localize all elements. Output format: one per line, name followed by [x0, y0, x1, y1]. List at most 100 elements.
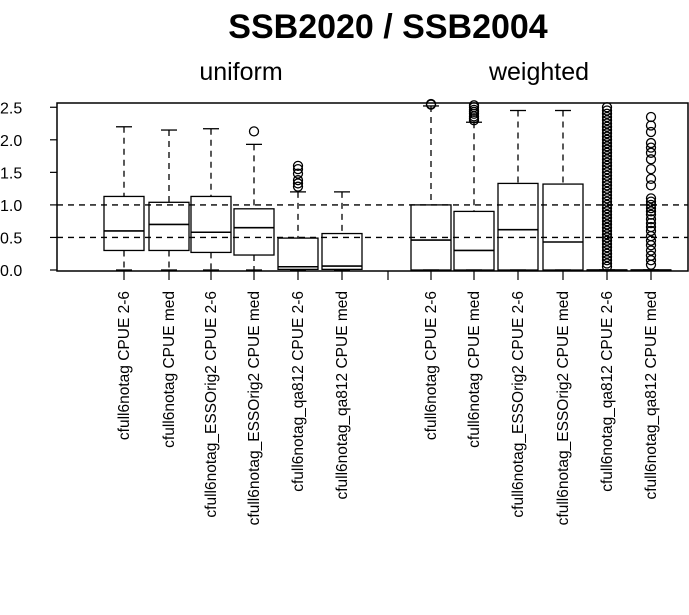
y-tick-label: 0.0 — [0, 263, 22, 280]
outlier-point — [645, 245, 657, 256]
outlier-point — [645, 206, 657, 217]
outlier-point — [425, 98, 437, 110]
plot-frame — [56, 102, 689, 272]
outlier-point — [601, 255, 613, 266]
y-tick-label: 1.0 — [0, 198, 22, 215]
outlier-point — [601, 189, 613, 201]
box-iqr — [453, 210, 495, 271]
outlier-point — [601, 232, 613, 243]
outlier-point — [645, 193, 657, 204]
outlier-point — [601, 173, 613, 185]
box-iqr — [542, 183, 584, 271]
outlier-point — [601, 203, 613, 214]
outlier-point — [601, 222, 613, 233]
outlier-point — [645, 142, 657, 153]
outlier-point — [601, 150, 613, 162]
outlier-point — [601, 258, 613, 269]
outlier-point — [601, 183, 613, 194]
x-category-label: cfull6notag CPUE med — [161, 291, 178, 448]
outlier-point — [601, 141, 613, 152]
outlier-point — [645, 225, 657, 237]
outlier-point — [601, 212, 613, 224]
outlier-point — [601, 180, 613, 191]
outlier-point — [248, 126, 260, 137]
outlier-point — [645, 214, 657, 225]
outlier-point — [645, 250, 657, 261]
outlier-point — [601, 219, 613, 230]
outlier-point — [601, 154, 613, 165]
outlier-point — [292, 181, 304, 192]
outlier-point — [601, 121, 613, 132]
group-label-weighted: weighted — [488, 58, 589, 86]
outlier-point — [601, 251, 613, 263]
outlier-point — [645, 147, 657, 158]
outlier-point — [645, 173, 657, 185]
outlier-point — [292, 175, 304, 186]
outlier-point — [645, 255, 657, 266]
outlier-point — [601, 157, 613, 168]
outlier-point — [601, 206, 613, 217]
outlier-point — [601, 209, 613, 220]
box-iqr — [190, 195, 232, 254]
outlier-point — [601, 216, 613, 227]
outlier-point — [601, 170, 613, 181]
x-category-label: cfull6notag_qa812 CPUE med — [643, 291, 660, 500]
x-category-label: cfull6notag_ESSOrig2 CPUE 2-6 — [510, 291, 527, 518]
outlier-point — [601, 238, 613, 250]
box-iqr — [103, 195, 145, 252]
outlier-point — [292, 163, 304, 175]
outlier-point — [601, 118, 613, 129]
outlier-point — [601, 196, 613, 207]
outlier-point — [601, 144, 613, 155]
plot-area: 0.0 0.5 1.0 1.5 2.0 2.5 cfull6notag CPUE 2-6 cf… — [0, 98, 689, 525]
y-tick-label: 2.0 — [0, 133, 22, 150]
outlier-point — [601, 108, 613, 119]
outlier-point — [601, 111, 613, 123]
outlier-point — [645, 126, 657, 138]
outlier-point — [601, 186, 613, 198]
box-iqr — [497, 182, 539, 271]
x-category-label: cfull6notag CPUE 2-6 — [116, 291, 133, 440]
outlier-point — [601, 124, 613, 136]
box-iqr — [277, 237, 319, 270]
outlier-point — [601, 160, 613, 171]
chart-title: SSB2020 / SSB2004 — [228, 8, 548, 46]
y-tick-label: 2.5 — [0, 100, 22, 117]
outlier-point — [601, 176, 613, 188]
outlier-point — [601, 245, 613, 256]
box-iqr — [410, 204, 452, 271]
outlier-point — [645, 163, 657, 175]
x-category-label: cfull6notag_ESSOrig2 CPUE 2-6 — [203, 291, 220, 518]
box-iqr — [148, 201, 190, 252]
outlier-point — [601, 248, 613, 259]
outlier-point — [601, 163, 613, 175]
y-tick-label: 1.5 — [0, 165, 22, 182]
x-category-label: cfull6notag_qa812 CPUE 2-6 — [599, 291, 616, 492]
outlier-point — [292, 168, 304, 179]
group-label-uniform: uniform — [199, 58, 282, 86]
outlier-point — [292, 160, 304, 171]
outlier-point — [601, 128, 613, 139]
outlier-point — [601, 115, 613, 126]
outlier-point — [645, 154, 657, 165]
outlier-point — [601, 102, 613, 113]
x-category-label: cfull6notag_qa812 CPUE med — [334, 291, 351, 500]
outlier-point — [601, 193, 613, 204]
x-category-label: cfull6notag CPUE med — [466, 291, 483, 448]
y-tick-label: 0.5 — [0, 230, 22, 247]
outlier-point — [601, 131, 613, 142]
x-category-label: cfull6notag CPUE 2-6 — [423, 291, 440, 440]
outlier-point — [601, 137, 613, 149]
box-iqr — [233, 208, 275, 256]
outlier-point — [645, 203, 657, 214]
outlier-point — [601, 167, 613, 178]
outlier-point — [601, 199, 613, 211]
outlier-point — [468, 104, 480, 116]
x-category-label: cfull6notag_qa812 CPUE 2-6 — [290, 291, 307, 492]
x-category-label: cfull6notag_ESSOrig2 CPUE med — [555, 291, 572, 525]
outlier-point — [601, 235, 613, 246]
outlier-point — [645, 196, 657, 207]
outlier-point — [645, 180, 657, 191]
